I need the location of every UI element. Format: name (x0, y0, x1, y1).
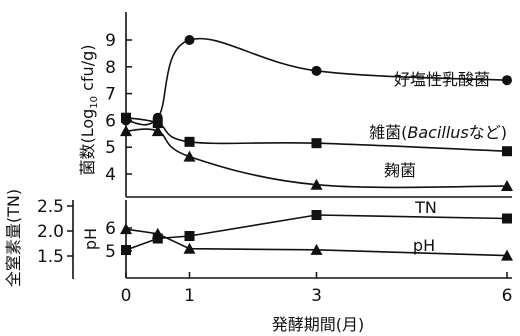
x-tick-label: 6 (502, 286, 513, 306)
x-axis-title: 発酵期間(月) (272, 315, 365, 334)
ph-tick-label: 5 (105, 242, 116, 262)
y-axis-title-ph: pH (81, 228, 100, 250)
tn-tick-label: 2.0 (37, 222, 64, 242)
data-point-bacillus (184, 136, 195, 147)
ylabel-rest: cfu/g) (78, 44, 97, 95)
series-label-tn: TN (414, 198, 437, 217)
y-tick-label: 6 (105, 111, 116, 131)
data-point-koji (120, 125, 132, 137)
y-tick-label: 4 (105, 165, 116, 185)
series-label-bacillus: 雑菌(Bacillusなど) (369, 123, 507, 142)
ylabel-main: 菌数(Log (78, 109, 97, 176)
series-label-lab: 好塩性乳酸菌 (394, 70, 490, 89)
data-point-ph (310, 243, 323, 255)
series-line-koji (125, 128, 508, 189)
x-tick-label: 1 (184, 286, 195, 306)
ph-tick-label: 6 (105, 219, 116, 239)
data-point-koji (151, 125, 164, 137)
ylabel-sub: 10 (89, 96, 100, 109)
data-point-bacillus (502, 146, 512, 157)
data-point-koji (501, 180, 513, 192)
y-tick-label: 8 (105, 58, 116, 78)
axes (72, 12, 512, 279)
data-point-tn (502, 213, 512, 224)
y-tick-label: 9 (105, 31, 116, 51)
tn-tick-label: 2.5 (37, 197, 64, 217)
data-point-lab (184, 35, 195, 45)
y-tick-label: 7 (105, 85, 116, 105)
bacillus-suffix: など) (469, 123, 507, 142)
series-label-ph: pH (413, 236, 435, 255)
data-point-ph (151, 227, 164, 239)
y-axis-title-top: 菌数(Log10 cfu/g) (78, 44, 100, 175)
data-point-ph (183, 242, 196, 254)
markers (120, 35, 513, 261)
data-point-bacillus (311, 138, 322, 149)
series-label-koji: 麹菌 (384, 161, 416, 180)
x-tick-label: 0 (121, 286, 132, 306)
bacillus-prefix: 雑菌( (369, 123, 407, 142)
y-tick-label: 5 (105, 138, 116, 158)
data-point-tn (184, 231, 195, 241)
y-axis-title-tn: 全窒素量(TN) (4, 189, 23, 287)
x-tick-label: 3 (311, 286, 322, 306)
data-point-ph (120, 223, 132, 235)
ticks: 4 5 6 7 8 9 5 6 1.5 2.0 2.5 0 1 3 6 (37, 31, 512, 306)
bacillus-italic: Bacillus (407, 123, 468, 142)
data-point-bacillus (121, 112, 131, 123)
data-point-lab (502, 75, 512, 86)
data-point-bacillus (152, 118, 163, 129)
data-point-tn (311, 210, 322, 220)
data-point-tn (121, 245, 131, 255)
data-point-ph (501, 249, 513, 261)
tn-tick-label: 1.5 (37, 247, 64, 267)
data-point-koji (183, 150, 196, 162)
data-point-koji (310, 178, 323, 190)
data-point-lab (311, 65, 322, 76)
